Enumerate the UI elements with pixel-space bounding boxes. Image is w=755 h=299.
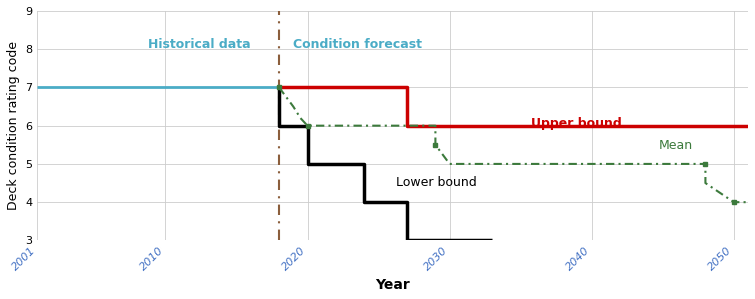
Text: Mean: Mean — [659, 139, 693, 152]
Y-axis label: Deck condition rating code: Deck condition rating code — [7, 41, 20, 210]
Text: Historical data: Historical data — [148, 39, 250, 51]
Text: Upper bound: Upper bound — [532, 117, 622, 129]
Text: Lower bound: Lower bound — [396, 176, 477, 189]
X-axis label: Year: Year — [375, 278, 410, 292]
Text: Condition forecast: Condition forecast — [293, 39, 422, 51]
